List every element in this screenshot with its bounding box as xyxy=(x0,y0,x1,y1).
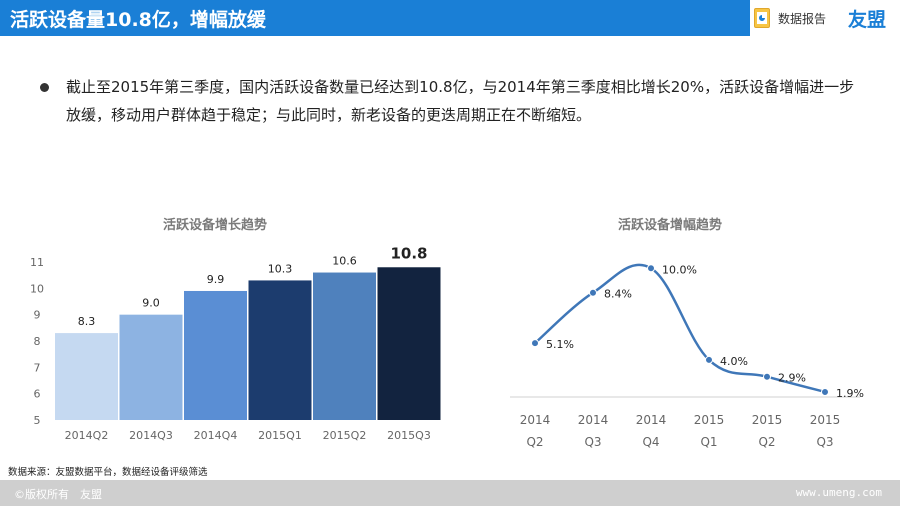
report-icon xyxy=(754,8,770,28)
x-tick-quarter: Q2 xyxy=(758,435,775,449)
bar-2014Q2 xyxy=(55,333,118,420)
bar-value-label: 10.3 xyxy=(268,262,293,275)
line-chart: 活跃设备增幅趋势 5.1% 2014 Q2 8.4% 2014 Q3 10.0% 2014 Q4 4… xyxy=(510,217,864,449)
summary-text: 截止至2015年第三季度，国内活跃设备数量已经达到10.8亿，与2014年第三季… xyxy=(66,78,855,124)
line-chart-title: 活跃设备增幅趋势 xyxy=(618,217,722,233)
point-value-label: 2.9% xyxy=(778,372,806,385)
website-text: www.umeng.com xyxy=(795,486,882,499)
bar-value-label: 9.9 xyxy=(207,273,225,286)
x-tick-label: 2014Q3 xyxy=(129,429,173,442)
data-point xyxy=(821,387,829,396)
copyright-text: ©版权所有 友盟 xyxy=(14,488,102,501)
point-value-label: 4.0% xyxy=(720,355,748,368)
x-tick-quarter: Q3 xyxy=(584,435,601,449)
x-tick-quarter: Q3 xyxy=(816,435,833,449)
bullet-dot xyxy=(40,83,49,92)
point-value-label: 5.1% xyxy=(546,338,574,351)
x-tick-year: 2015 xyxy=(752,413,783,427)
data-point xyxy=(763,372,771,381)
x-tick-year: 2014 xyxy=(636,413,667,427)
x-tick-label: 2014Q4 xyxy=(194,429,238,442)
data-point xyxy=(647,264,655,273)
bar-value-label: 8.3 xyxy=(78,315,96,328)
brand-logo: 友盟 xyxy=(848,9,887,31)
bar-2015Q1 xyxy=(248,280,312,420)
data-point xyxy=(531,339,539,348)
y-tick-label: 8 xyxy=(34,335,41,348)
bar-2014Q3 xyxy=(119,314,183,420)
y-tick-label: 9 xyxy=(34,309,41,322)
y-tick-label: 7 xyxy=(34,361,41,374)
x-tick-label: 2014Q2 xyxy=(65,429,109,442)
y-tick-label: 10 xyxy=(30,282,44,295)
bar-chart-title: 活跃设备增长趋势 xyxy=(163,217,267,233)
point-value-label: 1.9% xyxy=(836,387,864,400)
x-tick-label: 2015Q3 xyxy=(387,429,431,442)
x-tick-year: 2015 xyxy=(694,413,725,427)
source-note: 数据来源：友盟数据平台，数据经设备评级筛选 xyxy=(8,467,208,478)
footer-bar: ©版权所有 友盟 www.umeng.com xyxy=(0,480,900,506)
x-tick-year: 2015 xyxy=(810,413,841,427)
bar-2015Q3 xyxy=(377,267,441,420)
point-value-label: 10.0% xyxy=(662,263,697,276)
bar-value-label: 9.0 xyxy=(142,297,160,310)
x-tick-label: 2015Q1 xyxy=(258,429,302,442)
bar-chart: 活跃设备增长趋势 5 6 7 8 9 10 11 8.3 2014Q2 9.0 2014Q3 9.9 20… xyxy=(30,217,441,442)
point-value-label: 8.4% xyxy=(604,288,632,301)
y-tick-label: 5 xyxy=(34,414,41,427)
header-bar: 活跃设备量10.8亿，增幅放缓 数据报告 友盟 xyxy=(0,0,900,36)
x-tick-year: 2014 xyxy=(520,413,551,427)
bar-2015Q2 xyxy=(313,272,376,420)
bar-2014Q4 xyxy=(184,290,247,420)
data-point xyxy=(589,288,597,297)
x-tick-label: 2015Q2 xyxy=(323,429,367,442)
x-tick-year: 2014 xyxy=(578,413,609,427)
header-brand-area: 数据报告 友盟 xyxy=(750,0,900,36)
data-point xyxy=(705,355,713,364)
x-tick-quarter: Q2 xyxy=(526,435,543,449)
x-tick-quarter: Q4 xyxy=(642,435,659,449)
bar-value-label: 10.8 xyxy=(390,244,427,262)
y-tick-label: 11 xyxy=(30,256,44,269)
report-label: 数据报告 xyxy=(778,12,827,26)
y-tick-label: 6 xyxy=(34,388,41,401)
x-tick-quarter: Q1 xyxy=(700,435,717,449)
bar-value-label: 10.6 xyxy=(332,255,357,268)
page-title: 活跃设备量10.8亿，增幅放缓 xyxy=(10,9,266,31)
